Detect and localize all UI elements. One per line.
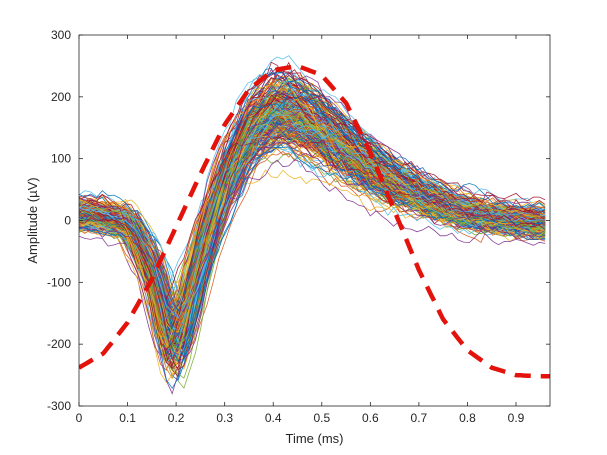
y-tick-label: 0 (64, 214, 71, 228)
y-tick-label: -300 (47, 399, 71, 413)
trace-line (79, 159, 546, 344)
trace-line (79, 88, 546, 313)
template-waveform (79, 63, 550, 379)
y-tick-label: -200 (47, 337, 71, 351)
x-tick-label: 0.9 (508, 411, 525, 425)
trace-line (79, 93, 546, 371)
y-tick-label: -100 (47, 275, 71, 289)
x-tick-label: 0 (76, 411, 83, 425)
trace-bundle (79, 55, 546, 395)
y-tick-label: 200 (51, 90, 71, 104)
x-axis: 0 0.1 0.2 0.3 0.4 0.5 0.6 0.7 0.8 0.9 (76, 35, 525, 425)
trace-line (79, 77, 546, 350)
trace-line (79, 82, 546, 362)
y-axis-label: Amplitude (µV) (25, 177, 40, 263)
x-tick-label: 0.2 (168, 411, 185, 425)
trace-line (79, 124, 546, 305)
template-line (79, 63, 550, 379)
x-tick-label: 0.1 (119, 411, 136, 425)
x-axis-label: Time (ms) (285, 431, 343, 446)
trace-line (79, 111, 546, 357)
x-tick-label: 0.6 (362, 411, 379, 425)
trace-line (79, 81, 546, 349)
y-axis: -300 -200 -100 0 100 200 300 (47, 28, 550, 413)
x-tick-label: 0.3 (216, 411, 233, 425)
x-tick-label: 0.7 (411, 411, 428, 425)
x-tick-label: 0.8 (459, 411, 476, 425)
x-tick-label: 0.5 (313, 411, 330, 425)
y-tick-label: 100 (51, 152, 71, 166)
x-tick-label: 0.4 (265, 411, 282, 425)
trace-line (79, 141, 546, 318)
trace-line (79, 88, 546, 340)
trace-line (79, 114, 546, 319)
y-tick-label: 300 (51, 28, 71, 42)
